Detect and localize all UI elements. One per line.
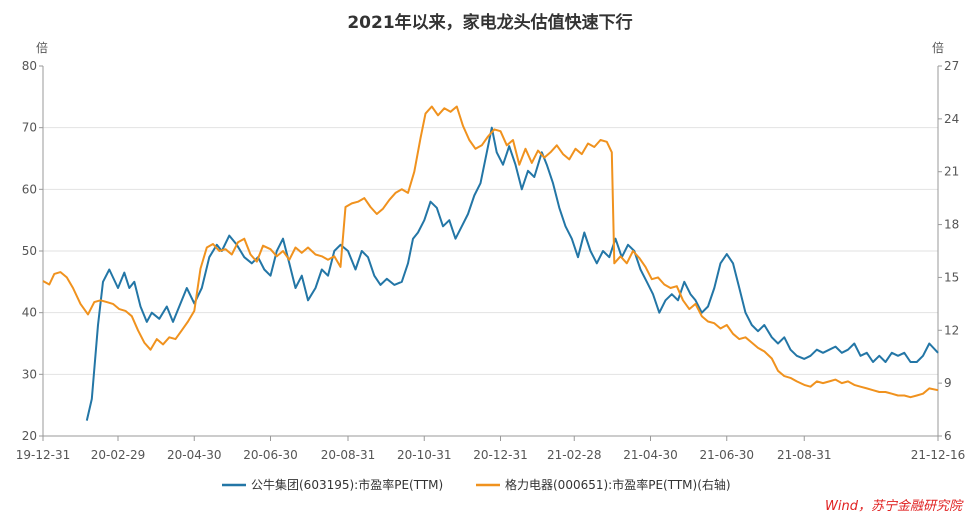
x-tick-label: 20-08-31	[321, 448, 375, 462]
x-tick-label: 21-06-30	[700, 448, 754, 462]
series-line-gree	[42, 105, 939, 399]
y-right-tick-label: 27	[944, 59, 959, 73]
y-left-tick-label: 60	[22, 182, 37, 196]
x-tick-label: 21-02-28	[547, 448, 601, 462]
y-left-tick-label: 50	[22, 244, 37, 258]
source-note: Wind，苏宁金融研究院	[825, 498, 964, 514]
y-left-tick-label: 80	[22, 59, 37, 73]
y-right-tick-label: 24	[944, 112, 959, 126]
y-right-tick-label: 21	[944, 165, 959, 179]
y-left-tick-label: 20	[22, 429, 37, 443]
x-tick-label: 19-12-31	[16, 448, 70, 462]
axes	[39, 65, 942, 441]
chart-title: 2021年以来，家电龙头估值快速下行	[347, 12, 632, 33]
legend-label-gree: 格力电器(000651):市盈率PE(TTM)(右轴)	[505, 477, 731, 492]
left-axis-unit: 倍	[36, 40, 48, 55]
y-right-tick-label: 6	[944, 429, 952, 443]
y-left-tick-label: 40	[22, 306, 37, 320]
x-tick-label: 21-08-31	[777, 448, 831, 462]
y-right-tick-label: 15	[944, 270, 959, 284]
series-line-gongniu	[85, 126, 939, 421]
y-left-tick-label: 70	[22, 121, 37, 135]
right-axis-unit: 倍	[932, 40, 944, 55]
y-left-tick-label: 30	[22, 367, 37, 381]
legend: 公牛集团(603195):市盈率PE(TTM) 格力电器(000651):市盈率…	[222, 477, 731, 492]
x-tick-label: 21-04-30	[623, 448, 677, 462]
x-tick-label: 21-12-16	[911, 448, 965, 462]
tick-labels: 20 30 40 50 60 70 80 6 9 12 15 18 21 24 27 19-12-31 20-0…	[16, 59, 965, 462]
x-tick-label: 20-02-29	[91, 448, 145, 462]
x-tick-label: 20-04-30	[167, 448, 221, 462]
x-tick-label: 20-10-31	[397, 448, 451, 462]
legend-label-gongniu: 公牛集团(603195):市盈率PE(TTM)	[251, 477, 443, 492]
y-right-tick-label: 9	[944, 376, 952, 390]
series-lines	[42, 105, 939, 421]
x-tick-label: 20-06-30	[243, 448, 297, 462]
y-right-tick-label: 12	[944, 323, 959, 337]
y-right-tick-label: 18	[944, 218, 959, 232]
x-tick-label: 20-12-31	[473, 448, 527, 462]
